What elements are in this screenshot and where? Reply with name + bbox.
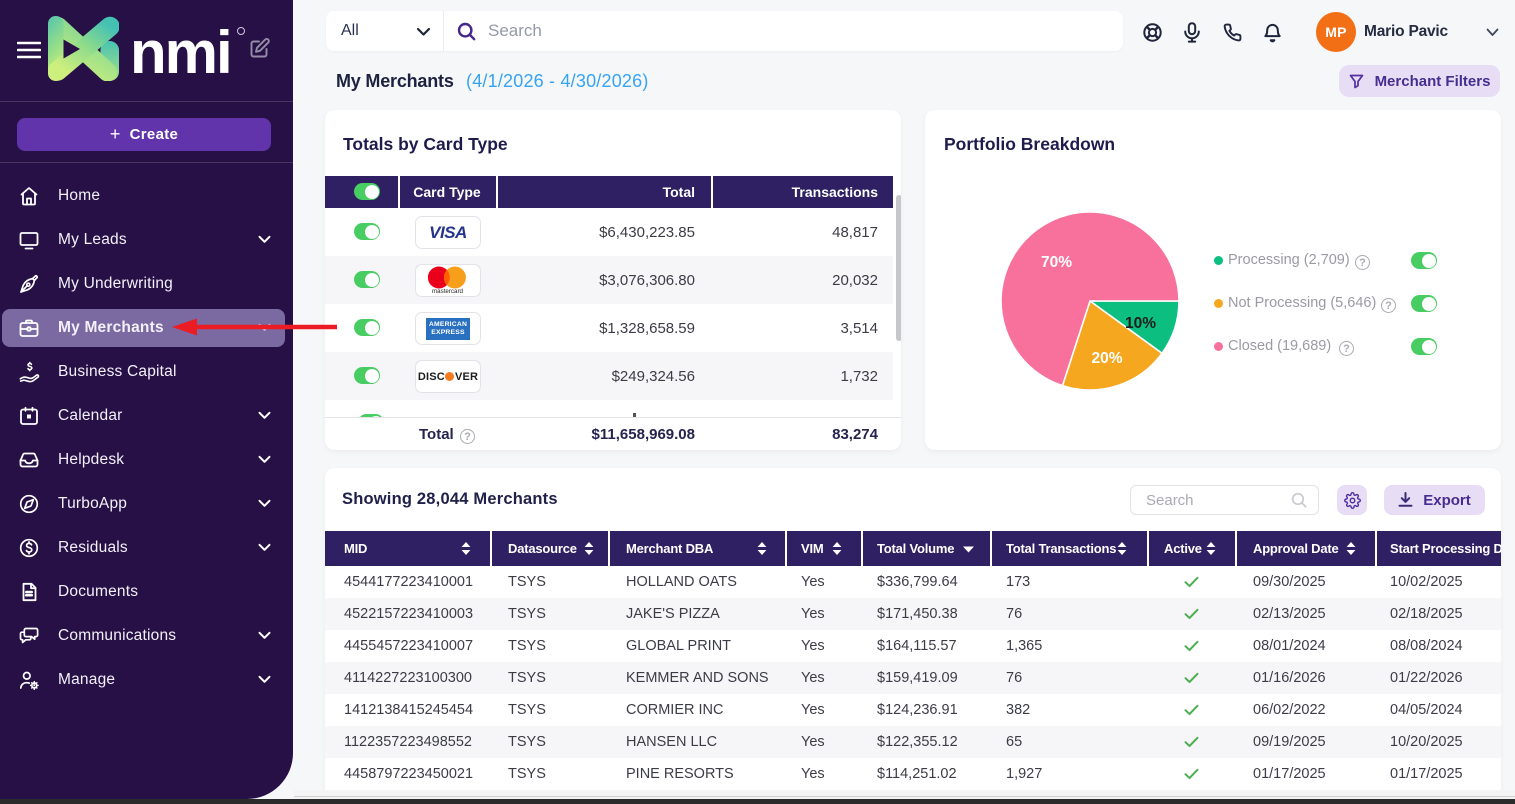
svg-text:20%: 20%	[1091, 350, 1122, 367]
svg-text:10%: 10%	[1125, 315, 1156, 332]
svg-text:mastercard: mastercard	[432, 288, 464, 295]
svg-text:70%: 70%	[1041, 254, 1072, 271]
